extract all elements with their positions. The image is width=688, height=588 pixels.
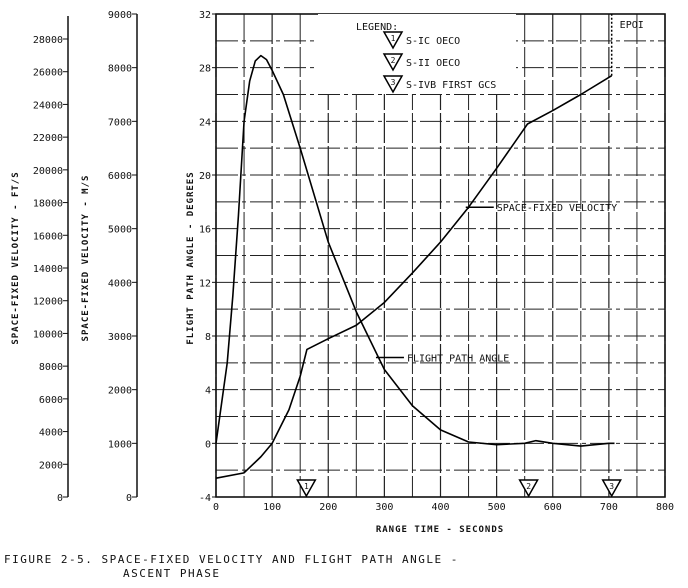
x-tick-label: 100 bbox=[263, 502, 281, 513]
ms-tick-label: 3000 bbox=[108, 332, 132, 343]
x-tick-label: 800 bbox=[656, 502, 674, 513]
legend: LEGEND: 1 S-IC OECO 2 S-II OECO 3 S-IVB FIRST… bbox=[318, 14, 516, 94]
series: EPOI SPACE-FIXED VELOCITY FLIGHT PATH ANGL… bbox=[215, 14, 644, 498]
ms-tick-label: 9000 bbox=[108, 10, 132, 21]
legend-marker-icon bbox=[382, 53, 404, 72]
x-tick-label: 500 bbox=[488, 502, 506, 513]
legend-entry-label: S-II OECO bbox=[406, 58, 460, 69]
ms-tick-label: 7000 bbox=[108, 117, 132, 128]
fts-tick-label: 20000 bbox=[33, 166, 63, 177]
x-tick-label: 0 bbox=[213, 502, 219, 513]
ms-tick-label: 6000 bbox=[108, 171, 132, 182]
y-axis-label-deg: FLIGHT PATH ANGLE - DEGREES bbox=[186, 171, 196, 344]
fts-tick-label: 24000 bbox=[33, 100, 63, 111]
deg-tick-label: 20 bbox=[199, 171, 211, 182]
marker-number: 1 bbox=[304, 482, 309, 491]
legend-entry-label: S-IC OECO bbox=[406, 36, 460, 47]
ms-tick-label: 1000 bbox=[108, 439, 132, 450]
caption-line-2: ASCENT PHASE bbox=[123, 567, 220, 580]
ms-tick-label: 2000 bbox=[108, 386, 132, 397]
y-axis-label-ms: SPACE-FIXED VELOCITY - M/S bbox=[81, 175, 91, 342]
x-tick-label: 400 bbox=[431, 502, 449, 513]
fts-tick-label: 28000 bbox=[33, 35, 63, 46]
y-axis-label-fts: SPACE-FIXED VELOCITY - FT/S bbox=[11, 171, 21, 344]
ms-tick-label: 5000 bbox=[108, 225, 132, 236]
fts-tick-label: 0 bbox=[57, 493, 63, 504]
deg-tick-label: -4 bbox=[199, 493, 211, 504]
legend-title: LEGEND: bbox=[356, 22, 398, 33]
legend-marker-icon bbox=[382, 75, 404, 94]
marker-number: 3 bbox=[609, 482, 614, 491]
fts-tick-label: 22000 bbox=[33, 133, 63, 144]
deg-tick-label: 0 bbox=[205, 439, 211, 450]
deg-tick-label: 32 bbox=[199, 10, 211, 21]
ms-tick-label: 0 bbox=[126, 493, 132, 504]
fts-tick-label: 6000 bbox=[39, 395, 63, 406]
deg-tick-label: 4 bbox=[205, 386, 211, 397]
fts-tick-label: 4000 bbox=[39, 428, 63, 439]
caption-line-1: FIGURE 2-5. SPACE-FIXED VELOCITY AND FLI… bbox=[4, 553, 459, 566]
fts-tick-label: 16000 bbox=[33, 231, 63, 242]
event-marker-icon bbox=[518, 479, 539, 498]
deg-tick-label: 16 bbox=[199, 225, 211, 236]
fts-tick-label: 8000 bbox=[39, 362, 63, 373]
marker-number: 2 bbox=[526, 482, 531, 491]
fts-tick-label: 26000 bbox=[33, 68, 63, 79]
event-marker-icon bbox=[601, 479, 622, 498]
deg-tick-label: 24 bbox=[199, 117, 211, 128]
x-tick-label: 600 bbox=[544, 502, 562, 513]
marker-number: 2 bbox=[391, 56, 396, 65]
series-flight-path-angle bbox=[215, 54, 615, 447]
ms-tick-label: 8000 bbox=[108, 64, 132, 75]
x-tick-label: 200 bbox=[319, 502, 337, 513]
epoi-label: EPOI bbox=[620, 20, 644, 31]
event-marker-icon bbox=[296, 479, 317, 498]
x-axis-label: RANGE TIME - SECONDS bbox=[376, 525, 504, 535]
legend-entry-label: S-IVB FIRST GCS bbox=[406, 80, 496, 91]
fts-tick-label: 12000 bbox=[33, 297, 63, 308]
x-tick-label: 700 bbox=[600, 502, 618, 513]
ms-tick-label: 4000 bbox=[108, 278, 132, 289]
axes: 0 100 200 300 400 500 600 700 800-40481216202428… bbox=[33, 10, 674, 513]
fts-tick-label: 10000 bbox=[33, 329, 63, 340]
fts-tick-label: 14000 bbox=[33, 264, 63, 275]
fts-tick-label: 2000 bbox=[39, 460, 63, 471]
deg-tick-label: 8 bbox=[205, 332, 211, 343]
series-space-fixed-velocity bbox=[215, 75, 613, 480]
annotation-label: FLIGHT PATH ANGLE bbox=[407, 353, 509, 364]
legend-box bbox=[318, 14, 516, 94]
legend-marker-icon bbox=[382, 31, 404, 50]
marker-number: 3 bbox=[391, 78, 396, 87]
x-tick-label: 300 bbox=[375, 502, 393, 513]
fts-tick-label: 18000 bbox=[33, 199, 63, 210]
deg-tick-label: 28 bbox=[199, 64, 211, 75]
deg-tick-label: 12 bbox=[199, 278, 211, 289]
marker-number: 1 bbox=[391, 34, 396, 43]
annotation-label: SPACE-FIXED VELOCITY bbox=[497, 203, 617, 214]
